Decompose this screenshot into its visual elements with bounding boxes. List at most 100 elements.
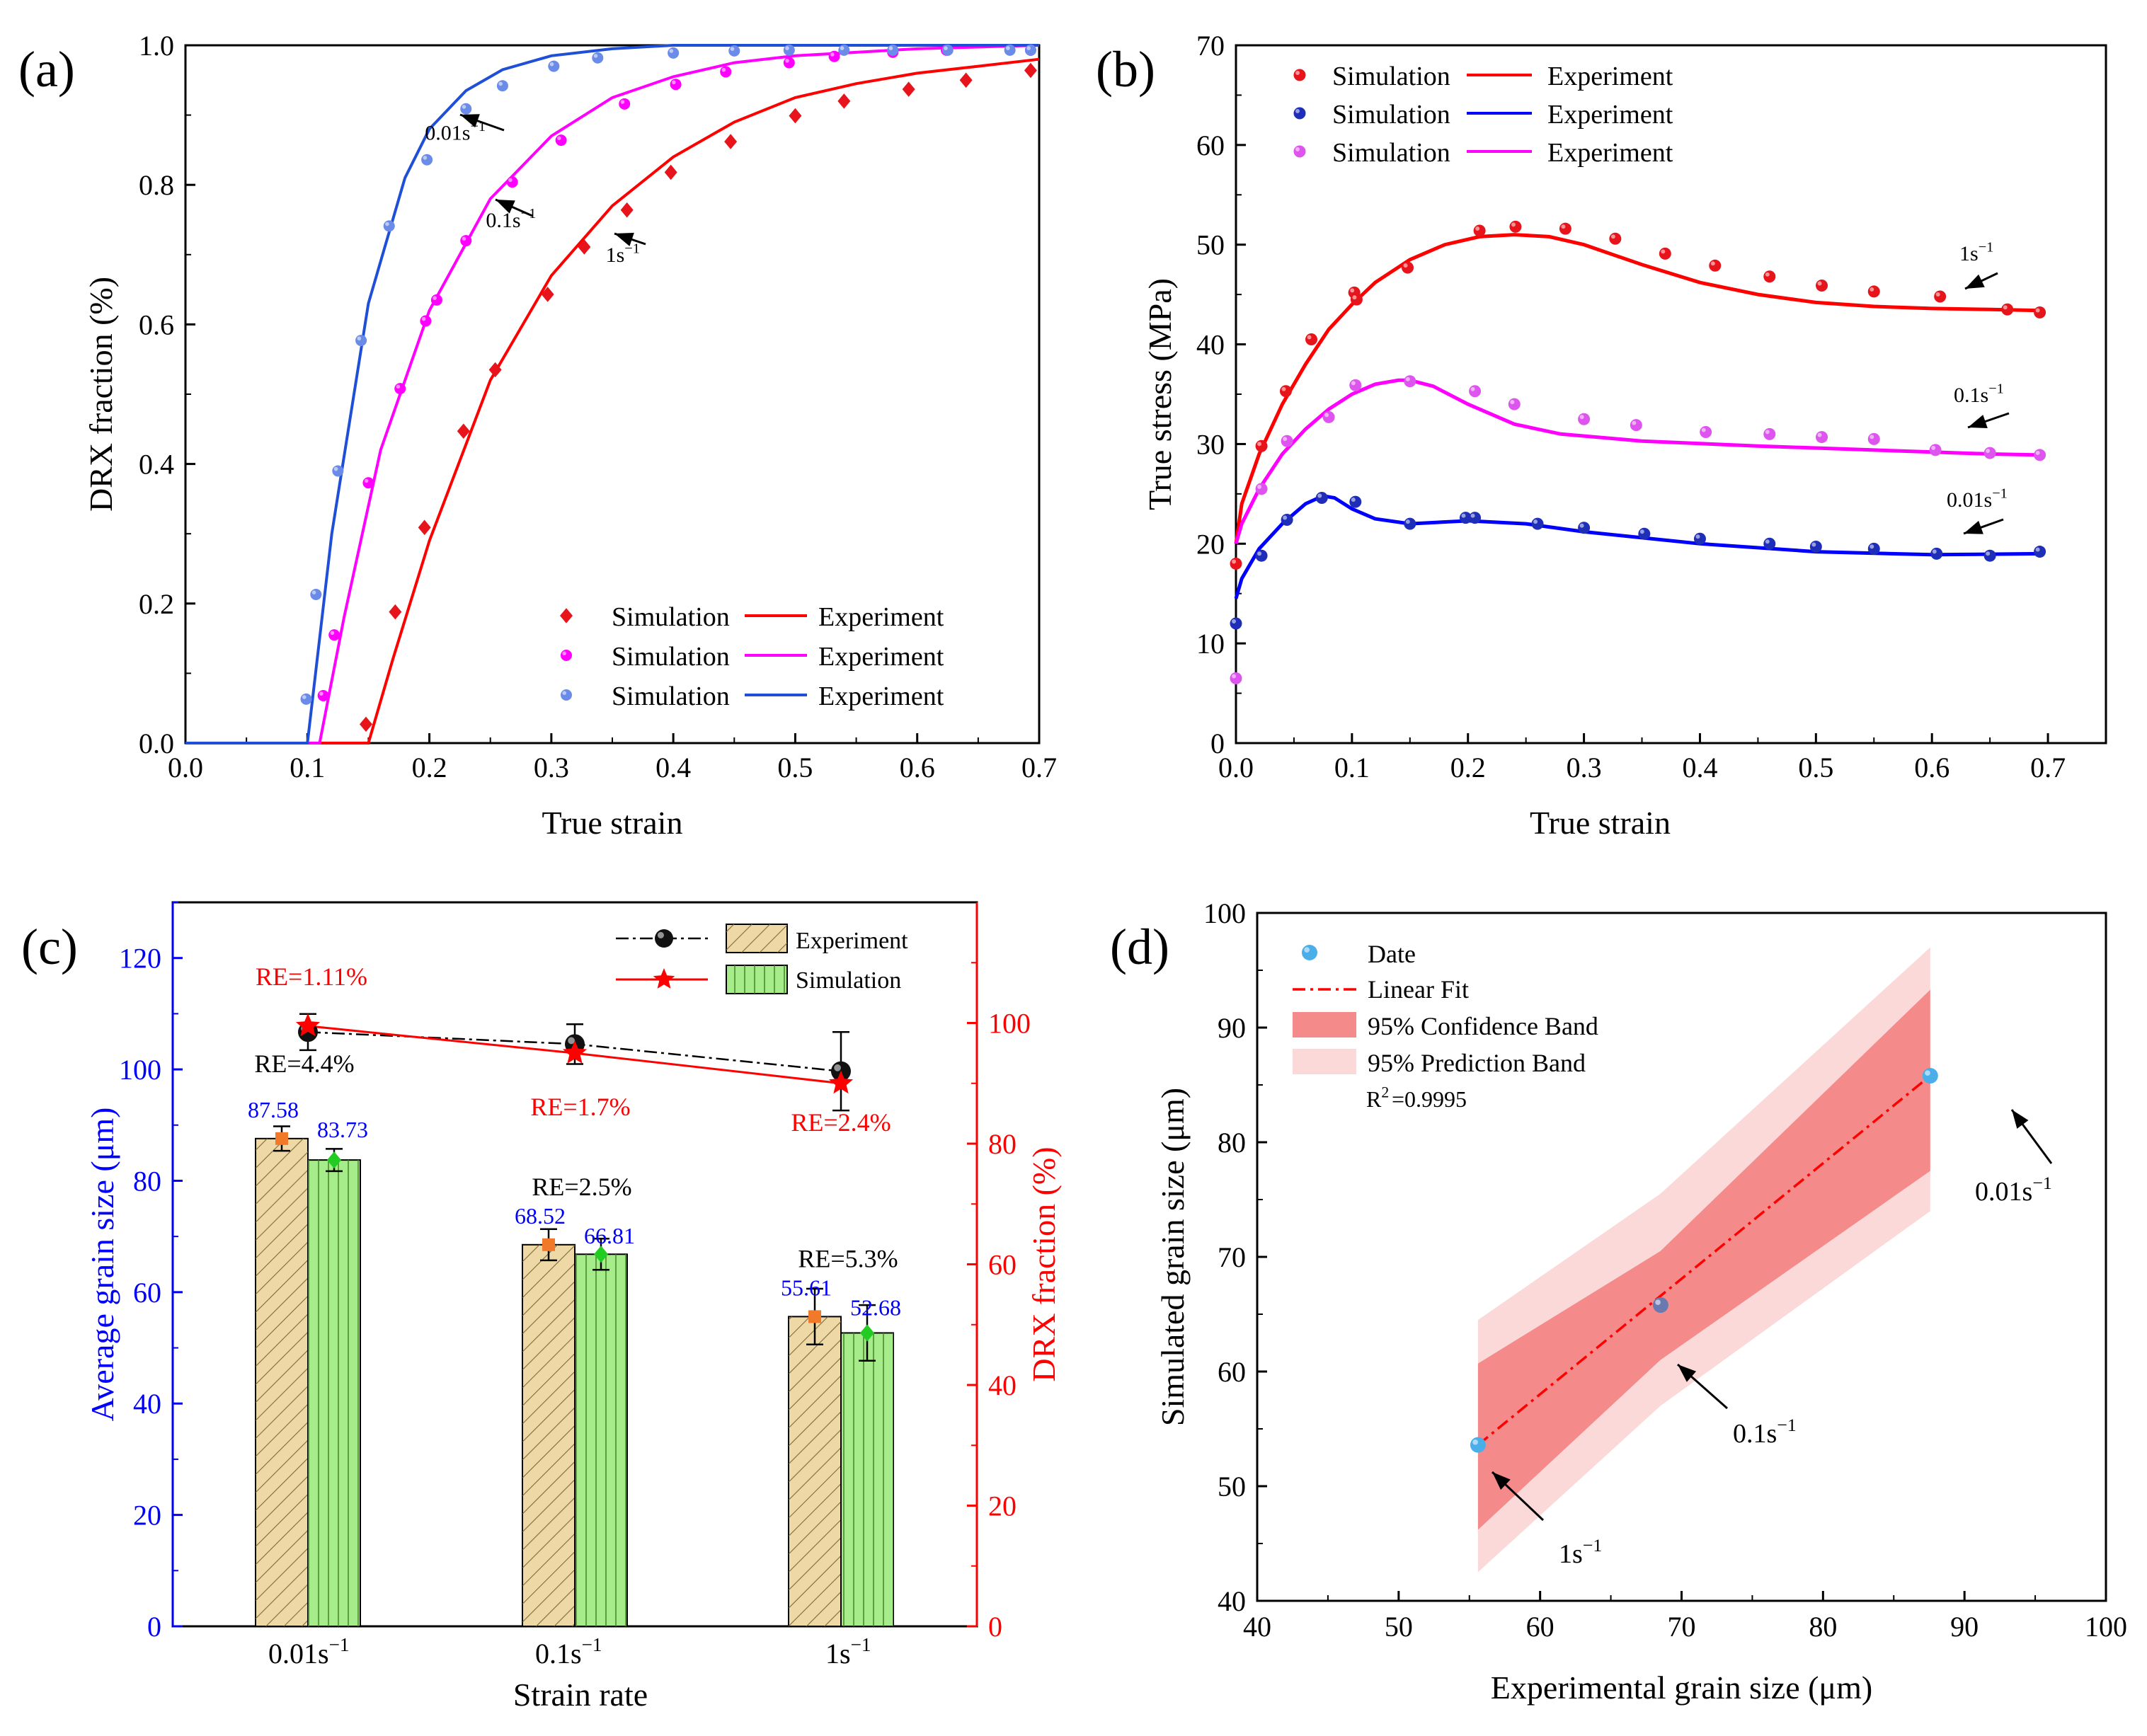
- marker-highlight: [364, 478, 369, 483]
- y-right-tick-label: 60: [988, 1249, 1017, 1281]
- marker-highlight: [1561, 224, 1566, 229]
- y-tick-label: 0: [1210, 728, 1225, 759]
- marker-highlight: [1655, 1299, 1661, 1306]
- legend-marker: [1302, 945, 1317, 960]
- legend-label: Simulation: [1332, 62, 1450, 91]
- data-point: [1929, 444, 1942, 456]
- marker-highlight: [1579, 415, 1584, 420]
- data-point: [724, 134, 738, 149]
- data-point: [1763, 537, 1776, 550]
- y-tick-label: 80: [1218, 1127, 1246, 1159]
- point-annotation: 0.1s−1: [1733, 1415, 1797, 1449]
- marker-highlight: [1510, 400, 1515, 405]
- x-tick-label: 0.7: [1021, 752, 1057, 783]
- bar-experiment-hatch: [256, 1138, 308, 1626]
- legend-marker: [561, 650, 572, 661]
- data-point: [1922, 1068, 1938, 1084]
- data-point: [2034, 306, 2046, 318]
- y-tick-label: 20: [1196, 528, 1225, 560]
- data-point: [783, 57, 795, 69]
- x-tick-label: 0.1: [1334, 752, 1370, 783]
- drx-simulation-point: [562, 1040, 588, 1064]
- y-right-tick-label: 80: [988, 1128, 1017, 1160]
- y-tick-label: 0.2: [139, 588, 174, 620]
- marker-highlight: [1986, 551, 1991, 556]
- label-superscript: −1: [2032, 1173, 2051, 1193]
- legend-label: Simulation: [1332, 138, 1450, 168]
- marker-highlight: [330, 631, 335, 636]
- data-point: [460, 235, 472, 247]
- marker-highlight: [1925, 1070, 1930, 1076]
- data-point: [1349, 495, 1362, 508]
- marker-highlight: [669, 49, 674, 53]
- x-tick-label: 0.1s−1: [535, 1634, 602, 1669]
- marker-highlight: [1472, 1439, 1478, 1445]
- label-superscript: −1: [851, 1634, 871, 1655]
- data-point: [1230, 672, 1242, 684]
- marker-highlight: [1403, 263, 1408, 268]
- x-tick-label: 0.0: [1218, 752, 1254, 783]
- curve-annotation: 0.1s−1: [486, 206, 536, 232]
- label-base: 0.1s: [486, 209, 520, 232]
- data-point: [1934, 290, 1947, 303]
- marker-highlight: [1026, 46, 1031, 50]
- data-point: [1531, 517, 1544, 530]
- marker-highlight: [1351, 381, 1356, 386]
- data-point: [1867, 285, 1880, 298]
- data-point: [1693, 532, 1706, 545]
- data-point: [1867, 432, 1880, 445]
- marker-highlight: [785, 59, 789, 63]
- marker-highlight: [1351, 498, 1356, 502]
- x-tick-label: 0.3: [1567, 752, 1602, 783]
- marker-highlight: [462, 236, 466, 241]
- label-base: 0.1s: [535, 1638, 582, 1669]
- marker-highlight: [2003, 305, 2008, 310]
- x-tick-label: 0.5: [777, 752, 813, 783]
- data-point: [1255, 439, 1268, 452]
- label-superscript: −1: [1583, 1535, 1602, 1556]
- data-point: [1509, 220, 1522, 233]
- marker-highlight: [671, 80, 676, 85]
- data-point: [389, 604, 402, 620]
- data-point: [548, 60, 560, 72]
- marker-highlight: [1470, 386, 1475, 391]
- y-axis-title: Average grain size (μm): [84, 1108, 120, 1422]
- x-axis-title: Strain rate: [513, 1677, 648, 1713]
- legend-label: Simulation: [796, 967, 901, 994]
- marker-highlight: [1639, 529, 1644, 534]
- data-point: [728, 45, 740, 57]
- data-point: [1809, 541, 1822, 553]
- marker-highlight: [840, 46, 845, 50]
- data-point: [362, 477, 374, 489]
- marker-highlight: [1232, 619, 1236, 623]
- y-tick-label: 100: [1203, 897, 1246, 929]
- marker-highlight: [1283, 515, 1288, 520]
- data-point: [1322, 410, 1335, 423]
- legend-label: Date: [1368, 940, 1416, 968]
- data-point: [941, 44, 954, 56]
- marker-highlight: [1817, 432, 1822, 437]
- legend-label: 95% Confidence Band: [1368, 1012, 1598, 1040]
- label-base: 1s: [1559, 1539, 1583, 1569]
- panel-label: (a): [18, 41, 75, 98]
- y-tick-label: 0.4: [139, 449, 174, 481]
- marker-highlight: [421, 316, 426, 321]
- legend-swatch-stripe: [726, 965, 787, 994]
- y-tick-label: 0.0: [139, 728, 174, 759]
- marker-highlight: [657, 931, 664, 938]
- marker-highlight: [1765, 539, 1770, 544]
- data-point: [592, 52, 604, 64]
- label-superscript: −1: [1979, 239, 1994, 255]
- label-base: 0.1s: [1733, 1419, 1777, 1449]
- y-right-tick-label: 20: [988, 1490, 1017, 1522]
- marker-highlight: [1475, 226, 1480, 231]
- panel-d: 40 50 60 70 80 90 100 40 50 60 70 80 90 100 Experiment…: [1110, 897, 2127, 1706]
- grain-re-label: RE=4.4%: [254, 1050, 354, 1078]
- legend-label: Experiment: [818, 642, 944, 672]
- data-point: [359, 716, 372, 732]
- y-tick-label: 50: [1218, 1471, 1246, 1502]
- marker-highlight: [557, 136, 561, 141]
- arrow-head: [460, 114, 480, 128]
- bar-simulation-stripe: [308, 1160, 360, 1626]
- marker-highlight: [1931, 445, 1936, 450]
